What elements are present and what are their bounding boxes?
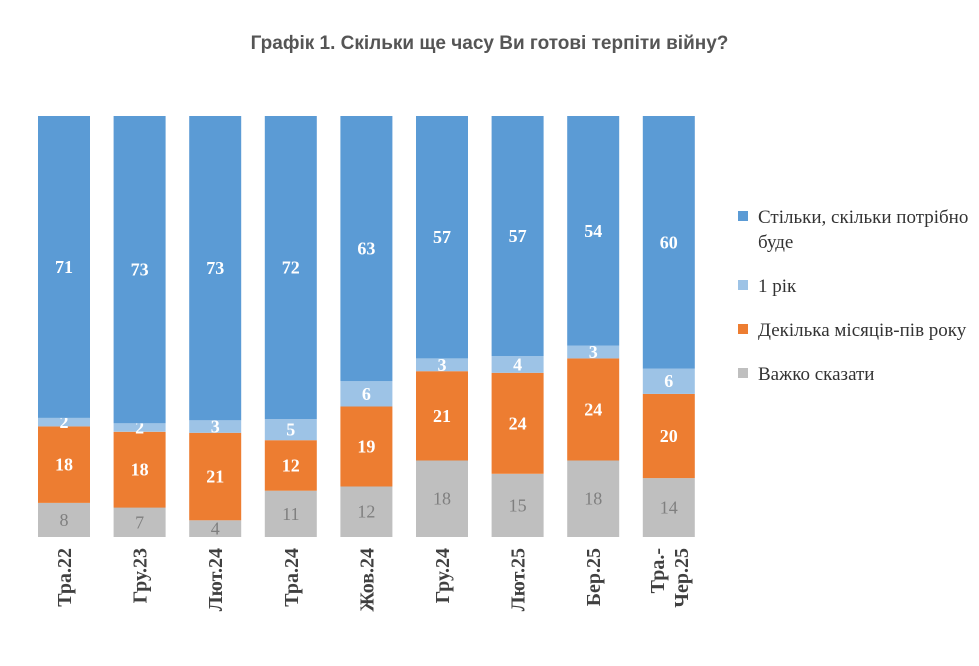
bar-segment [340,406,393,487]
data-label: 12 [282,455,300,475]
data-label: 18 [131,460,149,480]
data-label: 8 [60,510,69,530]
data-label: 6 [664,371,673,391]
bar-segment [416,371,468,461]
category-label: Тра.24 [281,548,303,607]
bar-segment [264,440,317,491]
category-label: Тра.- Чер.25 [647,548,693,608]
data-label: 3 [438,355,447,375]
data-label: 18 [55,455,73,475]
bar-segment [567,116,620,346]
bar-segment [113,507,166,537]
data-label: 14 [660,498,678,518]
data-label: 20 [660,426,678,446]
data-label: 2 [60,412,69,432]
data-label: 3 [589,342,598,362]
data-label: 73 [206,258,224,278]
legend-item: Декілька місяців-пів року [738,318,973,343]
legend-label: Важко сказати [758,364,875,385]
legend-label: Декілька місяців-пів року [758,320,967,341]
data-label: 54 [584,221,602,241]
bar-segment [189,116,242,421]
data-label: 24 [509,413,527,433]
bar-segment [264,419,317,441]
data-label: 7 [135,512,144,532]
category-label: Лют.25 [508,548,530,611]
bar-segment [340,381,393,407]
data-label: 15 [509,495,527,515]
bar-segment [113,116,166,424]
legend-swatch [738,280,748,290]
bar-segment [491,372,544,474]
bar-segment [567,345,620,359]
data-label: 3 [211,417,220,437]
data-label: 21 [206,467,224,487]
bar-segment [567,358,620,461]
bar-segment [189,420,242,433]
bar-segment [264,116,317,420]
data-label: 4 [513,354,522,374]
bar-segment [642,393,695,479]
data-label: 21 [433,406,451,426]
legend-swatch [738,324,748,334]
bar-segment [189,432,242,521]
data-label: 4 [211,519,220,539]
bar-segment [642,116,695,369]
bar-segment [189,520,242,537]
data-label: 18 [584,489,602,509]
legend-swatch [738,368,748,378]
bar-segment [113,423,166,432]
category-label: Жов.24 [356,548,378,612]
bar-segment [642,478,695,537]
data-label: 63 [357,239,375,259]
bar-segment [38,417,90,427]
bar-segment [567,460,620,537]
data-label: 57 [433,227,451,247]
category-label: Лют.24 [205,548,227,611]
category-label: Гру.24 [432,548,454,603]
bar-segment [340,486,393,537]
data-label: 5 [286,420,295,440]
legend-label: 1 рік [758,276,797,297]
chart-legend: Стільки, скільки потрібно буде 1 рік Декіл… [738,205,973,406]
bar-segment [340,116,393,382]
bar-segment [491,473,544,537]
category-label: Гру.23 [130,548,152,603]
data-label: 2 [135,418,144,438]
bar-segment [416,358,468,372]
legend-swatch [738,211,748,221]
data-label: 18 [433,489,451,509]
data-label: 11 [282,504,299,524]
chart-title: Графік 1. Скільки ще часу Ви готові терп… [250,33,729,54]
data-label: 60 [660,232,678,252]
legend-item: Стільки, скільки потрібно буде [738,205,973,255]
data-label: 24 [584,399,602,419]
bar-segment [491,356,544,373]
bar-segment [642,368,695,394]
bar-segment [491,116,544,356]
data-label: 12 [357,502,375,522]
bar-segment [38,503,90,537]
bar-segment [264,490,317,537]
data-label: 57 [509,226,527,246]
bar-segment [416,116,468,359]
bar-segment [38,426,90,503]
data-label: 73 [131,260,149,280]
bar-segment [113,431,166,508]
legend-item: 1 рік [738,274,973,299]
data-label: 19 [357,437,375,457]
category-label: Бер.25 [583,548,605,606]
data-label: 72 [282,258,300,278]
bar-segment [38,116,90,418]
data-label: 71 [55,257,73,277]
category-label: Тра.22 [54,548,76,607]
bar-segment [416,460,468,537]
legend-label: Стільки, скільки потрібно буде [758,207,969,253]
data-label: 6 [362,384,371,404]
legend-item: Важко сказати [738,362,973,387]
